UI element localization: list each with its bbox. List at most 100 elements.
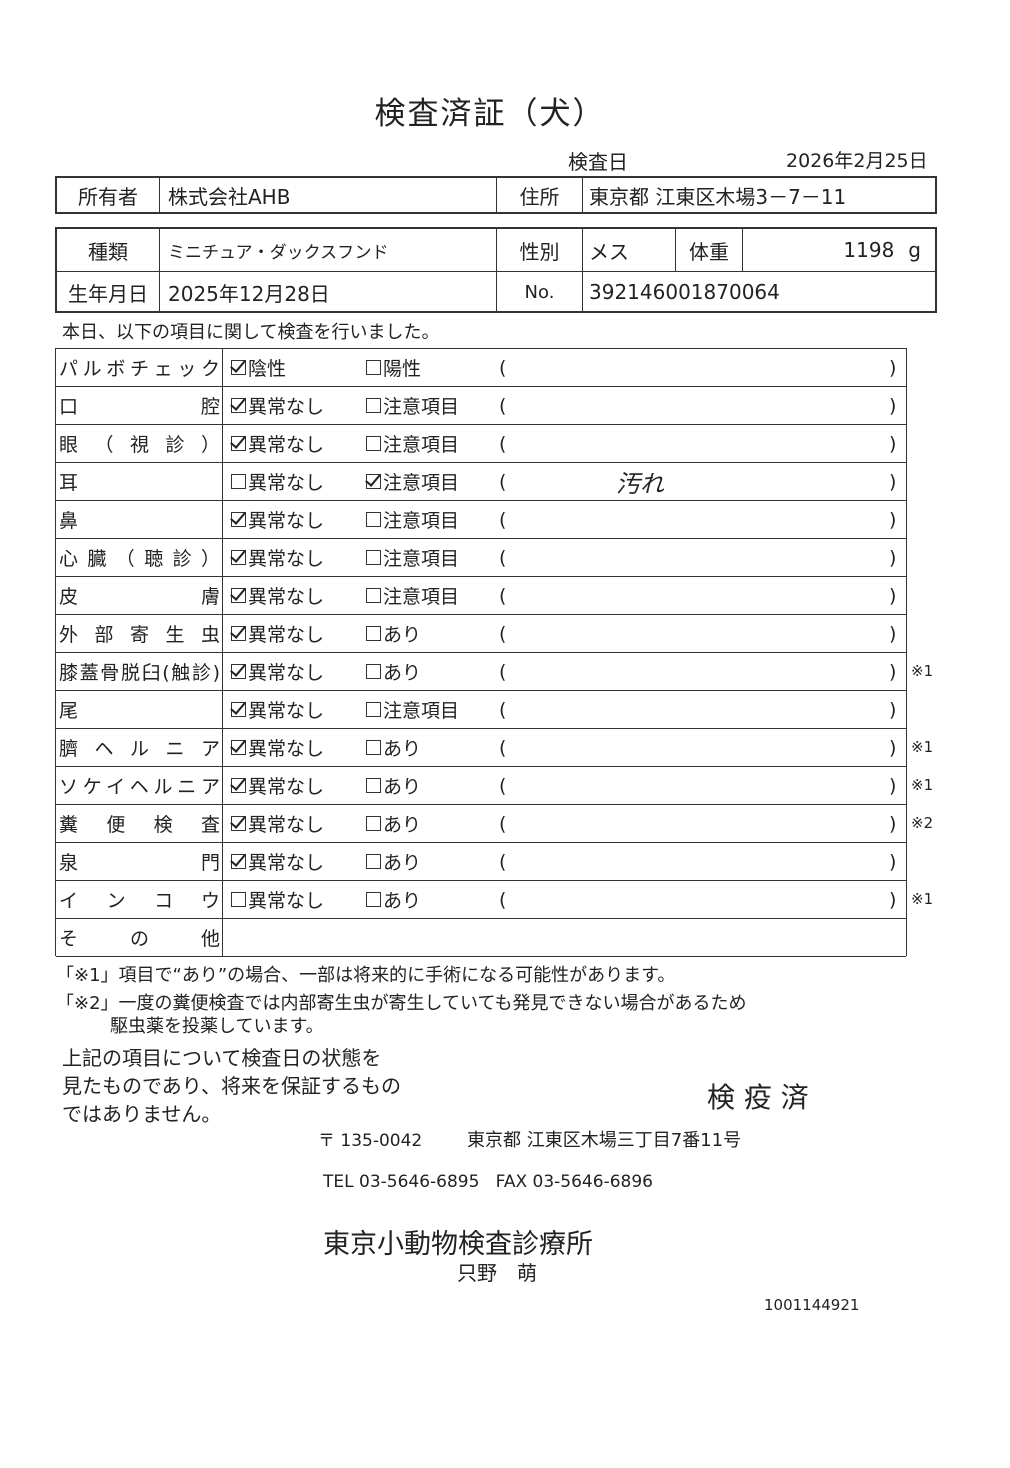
checkbox[interactable] (231, 436, 246, 451)
postal-code: 〒 135-0042 (318, 1131, 423, 1151)
breed-label: 種類 (88, 239, 128, 264)
paren-open: ( (499, 698, 507, 721)
vet-name: 只野 萌 (457, 1261, 537, 1285)
checkbox[interactable] (231, 512, 246, 527)
option-normal[interactable]: 異常なし (231, 805, 324, 842)
option-label: 異常なし (248, 814, 325, 836)
row-label: 臍ヘルニア (59, 729, 221, 766)
checklist-row: 臍ヘルニア 異常なし あり () (56, 729, 906, 767)
checkbox[interactable] (366, 398, 381, 413)
checkbox[interactable] (366, 588, 381, 603)
option-abnormal[interactable]: 注意項目 (366, 691, 459, 728)
checkbox[interactable] (231, 626, 246, 641)
checkbox[interactable] (231, 702, 246, 717)
option-abnormal[interactable]: 注意項目 (366, 425, 459, 462)
phone-fax: TEL 03-5646-6895 FAX 03-5646-6896 (323, 1172, 653, 1192)
checkbox[interactable] (366, 550, 381, 565)
checkbox[interactable] (366, 892, 381, 907)
paren-close: ) (889, 584, 897, 607)
paren-open: ( (499, 356, 507, 379)
owner-label: 所有者 (78, 184, 138, 209)
option-abnormal[interactable]: 注意項目 (366, 577, 459, 614)
paren-close: ) (889, 394, 897, 417)
footnote-2-cont: 駆虫薬を投薬しています。 (110, 1016, 324, 1037)
row-label-text: 泉門 (59, 852, 221, 874)
option-normal[interactable]: 異常なし (231, 463, 324, 500)
checklist-row: 耳 異常なし 注意項目 () 汚れ (56, 463, 906, 501)
option-normal[interactable]: 異常なし (231, 881, 324, 918)
row-label-text: 皮膚 (59, 586, 221, 608)
option-normal[interactable]: 異常なし (231, 767, 324, 804)
option-abnormal[interactable]: 注意項目 (366, 387, 459, 424)
row-label: 膝蓋骨脱臼(触診) (59, 653, 221, 690)
option-abnormal[interactable]: あり (366, 843, 421, 880)
document-id: 1001144921 (764, 1296, 860, 1314)
checkbox[interactable] (366, 778, 381, 793)
option-label: あり (383, 852, 422, 874)
checklist-row: ソケイヘルニア 異常なし あり () (56, 767, 906, 805)
option-normal[interactable]: 異常なし (231, 387, 324, 424)
checklist-table: パルボチェック 陰性 陽性() 口腔 異常なし 注意項目() 眼（視診） 異常なし 注意項目()… (55, 348, 907, 957)
option-normal[interactable]: 陰性 (231, 349, 286, 386)
checkbox[interactable] (231, 854, 246, 869)
checkbox[interactable] (231, 588, 246, 603)
checkbox[interactable] (231, 740, 246, 755)
checkbox[interactable] (231, 474, 246, 489)
option-abnormal[interactable]: あり (366, 805, 421, 842)
option-abnormal[interactable]: 注意項目 (366, 501, 459, 538)
checkbox[interactable] (366, 854, 381, 869)
disclaimer: 上記の項目について検査日の状態を 見たものであり、将来を保証するもの ではありま… (62, 1044, 401, 1128)
option-normal[interactable]: 異常なし (231, 501, 324, 538)
option-abnormal[interactable]: あり (366, 615, 421, 652)
option-label: 異常なし (248, 624, 325, 646)
sex-label: 性別 (496, 229, 582, 271)
option-abnormal[interactable]: 注意項目 (366, 539, 459, 576)
option-abnormal[interactable]: あり (366, 729, 421, 766)
option-abnormal[interactable]: あり (366, 881, 421, 918)
option-normal[interactable]: 異常なし (231, 653, 324, 690)
checklist-row: 鼻 異常なし 注意項目 () (56, 501, 906, 539)
checklist-row: 眼（視診） 異常なし 注意項目 () (56, 425, 906, 463)
option-abnormal[interactable]: あり (366, 767, 421, 804)
checkbox[interactable] (231, 816, 246, 831)
paren-close: ) (889, 470, 897, 493)
checkbox[interactable] (231, 778, 246, 793)
owner-box: 所有者 株式会社AHB 住所 東京都 江東区木場3－7－11 (55, 176, 937, 214)
checkbox[interactable] (231, 892, 246, 907)
checkbox[interactable] (366, 360, 381, 375)
option-label: あり (383, 814, 422, 836)
option-normal[interactable]: 異常なし (231, 729, 324, 766)
option-label: 異常なし (248, 852, 325, 874)
checkbox[interactable] (231, 664, 246, 679)
checkbox[interactable] (366, 740, 381, 755)
row-mark: ※1 (911, 890, 934, 908)
checkbox[interactable] (366, 664, 381, 679)
row-label-text: 外部寄生虫 (59, 624, 221, 646)
checkbox[interactable] (366, 816, 381, 831)
checklist-row: 泉門 異常なし あり () (56, 843, 906, 881)
checklist-row: 尾 異常なし 注意項目 () (56, 691, 906, 729)
checkbox[interactable] (366, 474, 381, 489)
option-label: あり (383, 776, 422, 798)
option-normal[interactable]: 異常なし (231, 691, 324, 728)
row-label: ソケイヘルニア (59, 767, 221, 804)
row-label-text: その他 (59, 928, 221, 950)
checkbox[interactable] (366, 436, 381, 451)
checkbox[interactable] (231, 398, 246, 413)
option-normal[interactable]: 異常なし (231, 539, 324, 576)
row-label: インコウ (59, 881, 221, 918)
checkbox[interactable] (366, 512, 381, 527)
checkbox[interactable] (231, 550, 246, 565)
option-normal[interactable]: 異常なし (231, 615, 324, 652)
option-normal[interactable]: 異常なし (231, 843, 324, 880)
option-abnormal[interactable]: あり (366, 653, 421, 690)
option-normal[interactable]: 異常なし (231, 577, 324, 614)
option-normal[interactable]: 異常なし (231, 425, 324, 462)
option-abnormal[interactable]: 陽性 (366, 349, 421, 386)
checkbox[interactable] (366, 626, 381, 641)
row-label-text: インコウ (59, 890, 221, 912)
option-abnormal[interactable]: 注意項目 (366, 463, 459, 500)
checkbox[interactable] (366, 702, 381, 717)
row-label: 皮膚 (59, 577, 221, 614)
checkbox[interactable] (231, 360, 246, 375)
